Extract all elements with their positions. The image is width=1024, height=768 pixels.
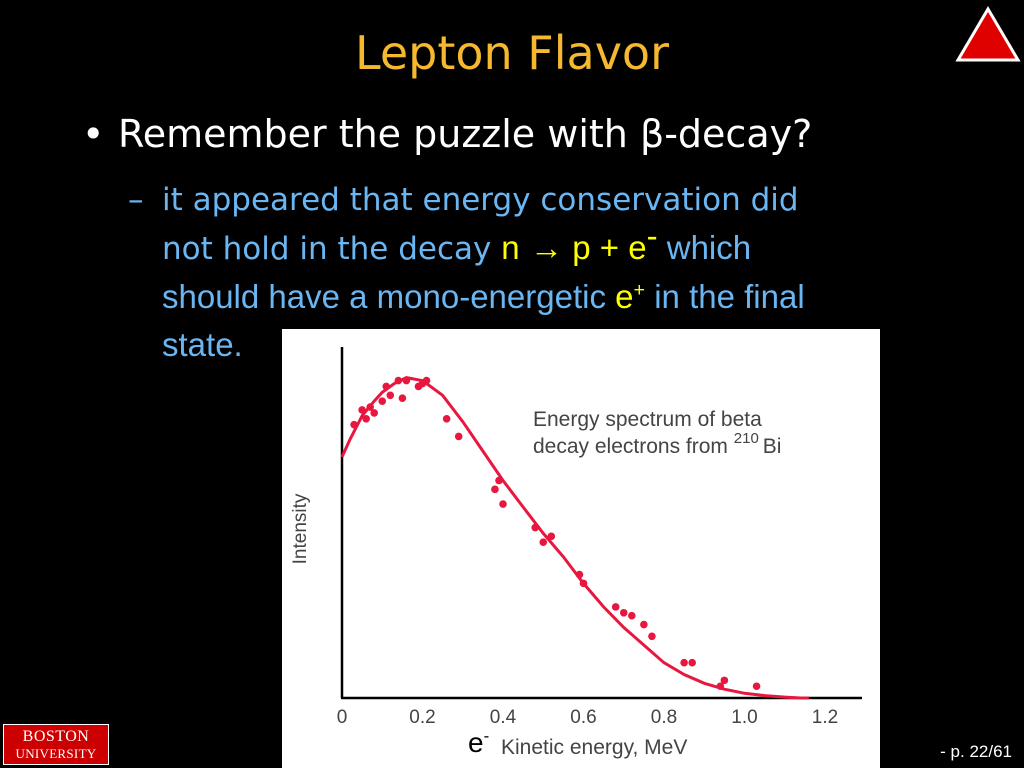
sub-bullet-dash: – <box>128 182 144 218</box>
beta-spectrum-chart: 0 0.2 0.4 0.6 0.8 1.0 1.2 Intensity Kinetic en… <box>282 329 880 768</box>
data-point <box>442 414 451 423</box>
sub-line-3-end: in the final <box>645 278 805 315</box>
data-point <box>422 376 431 385</box>
data-points <box>350 376 761 691</box>
data-point <box>579 579 588 588</box>
data-point <box>386 391 395 400</box>
data-point <box>752 682 761 691</box>
positron-symbol: e <box>615 278 634 315</box>
sub-line-4: state. <box>162 326 243 363</box>
logo-line-2: UNIVERSITY <box>15 746 97 761</box>
x-tick-label: 0.8 <box>651 707 677 728</box>
slide-title: Lepton Flavor <box>355 26 669 80</box>
data-point <box>648 632 656 641</box>
data-point <box>394 376 403 385</box>
data-point <box>720 676 729 685</box>
data-point <box>688 658 696 667</box>
x-tick-label: 1.2 <box>812 707 838 728</box>
sub-line-2: not hold in the decay n → p + e- which <box>162 219 948 273</box>
data-point <box>491 485 499 494</box>
data-point <box>454 432 463 441</box>
data-point <box>499 500 507 508</box>
x-label-e: e <box>468 727 484 758</box>
data-point <box>575 570 584 579</box>
x-tick-label: 1.0 <box>731 707 757 728</box>
isotope-mass-number: 210 <box>734 430 759 447</box>
data-point <box>531 523 539 532</box>
up-triangle-icon[interactable] <box>955 6 1021 64</box>
data-point <box>628 611 636 620</box>
reaction-n: n <box>501 229 520 266</box>
x-tick-label: 0.4 <box>490 707 517 728</box>
beta-symbol: β <box>639 112 665 156</box>
data-point <box>680 658 688 667</box>
sub-line-1: it appeared that energy conservation did <box>162 182 799 218</box>
y-axis-label: Intensity <box>290 493 311 564</box>
data-point <box>495 476 503 485</box>
isotope-symbol: Bi <box>763 435 782 458</box>
sub-line-3: should have a mono-energetic e+ in the f… <box>162 273 948 321</box>
data-point <box>398 394 407 403</box>
x-axis-label: Kinetic energy, MeV <box>501 736 687 759</box>
page-number: - p. 22/61 <box>940 742 1012 761</box>
sub-line-3-text: should have a mono-energetic <box>162 278 616 315</box>
logo-line-1: BOSTON <box>22 728 90 745</box>
reaction-products: p + e <box>563 229 647 266</box>
reaction-arrow: → <box>530 229 564 266</box>
bullet-text-before: Remember the puzzle with <box>118 112 640 156</box>
bullet-text-after: -decay? <box>664 112 813 156</box>
data-point <box>611 603 620 611</box>
bullet-marker: • <box>82 112 105 156</box>
data-point <box>402 376 411 385</box>
annotation-line-2: decay electrons from 210 Bi <box>533 430 781 458</box>
sub-line-2-text: not hold in the decay <box>162 231 502 267</box>
data-point <box>716 682 725 691</box>
data-point <box>362 414 370 423</box>
x-label-minus: - <box>483 726 490 746</box>
x-tick-label: 0.6 <box>570 707 596 728</box>
data-point <box>382 382 391 391</box>
positron-charge: + <box>633 279 646 301</box>
chart-svg: 0 0.2 0.4 0.6 0.8 1.0 1.2 Intensity Kinetic en… <box>290 347 862 759</box>
x-label-electron: e- <box>468 727 489 759</box>
sub-line-2-end: which <box>657 229 752 266</box>
x-tick-label: 0 <box>337 707 348 728</box>
electron-charge: - <box>646 217 658 254</box>
data-point <box>547 532 556 541</box>
data-point <box>350 420 358 429</box>
x-tick-label: 0.2 <box>409 707 435 728</box>
data-point <box>619 608 628 617</box>
data-point <box>358 406 366 414</box>
data-point <box>366 403 374 411</box>
boston-university-logo: BOSTON UNIVERSITY <box>3 724 109 765</box>
annotation-line-1: Energy spectrum of beta <box>533 408 762 431</box>
annotation-line-2-text: decay electrons from <box>533 435 734 458</box>
data-point <box>370 409 378 417</box>
sub-bullet: – it appeared that energy conservation d… <box>128 176 948 369</box>
main-bullet: • Remember the puzzle with β-decay? <box>82 112 812 156</box>
data-point <box>640 620 648 629</box>
data-point <box>539 538 548 547</box>
data-point <box>378 397 387 405</box>
